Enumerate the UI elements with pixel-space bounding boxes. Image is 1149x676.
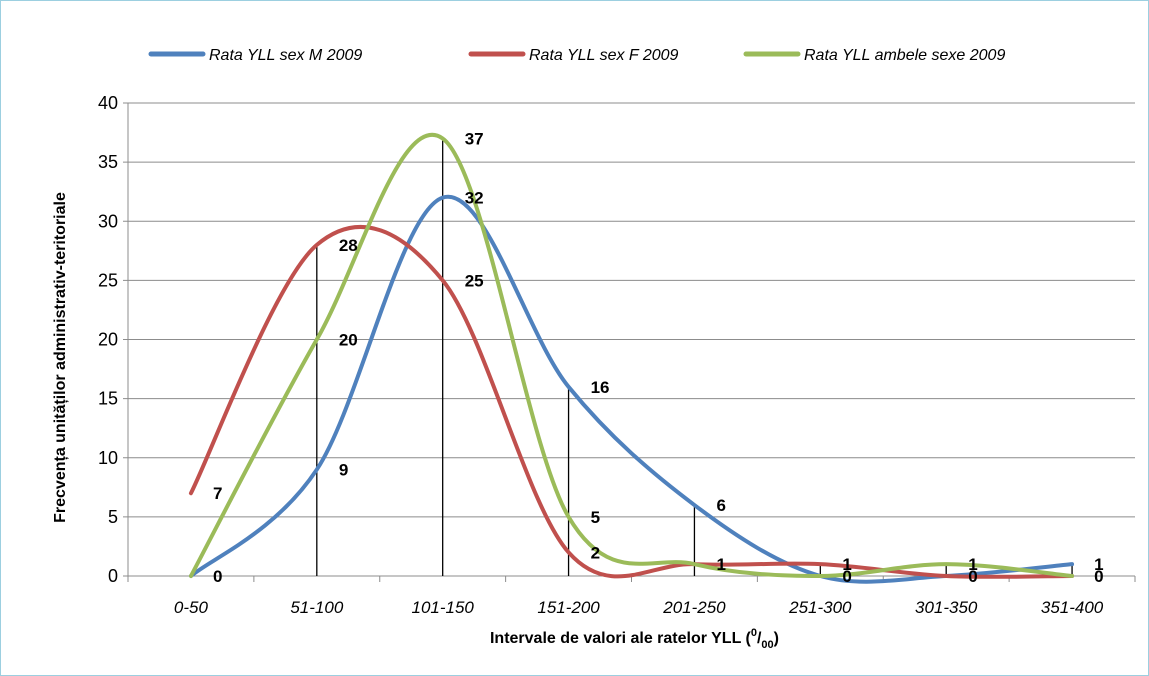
y-tick-label-25: 25 xyxy=(98,270,118,290)
data-label-151-200-2-8: 2 xyxy=(591,543,600,562)
x-axis-title-sub: 00 xyxy=(761,639,773,651)
y-tick-label-40: 40 xyxy=(98,93,118,113)
x-axis-title-close: ) xyxy=(774,630,779,647)
data-label-351-400-0-17: 0 xyxy=(1094,567,1103,586)
data-label-301-350-0-15: 0 xyxy=(968,567,977,586)
y-tick-label-30: 30 xyxy=(98,211,118,231)
data-label-0-50-0-0: 0 xyxy=(213,567,222,586)
data-label-251-300-0-13: 0 xyxy=(842,567,851,586)
series-line-3 xyxy=(188,133,1075,578)
series-line-1 xyxy=(188,194,1075,584)
data-label-301-350-1-16: 1 xyxy=(968,555,977,574)
x-tick-label-0-50: 0-50 xyxy=(174,598,209,617)
x-tick-label-301-350: 301-350 xyxy=(915,598,978,617)
x-tick-label-251-300: 251-300 xyxy=(788,598,852,617)
y-tick-label-20: 20 xyxy=(98,330,118,350)
data-label-201-250-6-12: 6 xyxy=(716,496,725,515)
y-tick-label-35: 35 xyxy=(98,152,118,172)
x-axis-title: Intervale de valori ale ratelor YLL (0/0… xyxy=(490,627,779,651)
y-axis-title: Frecvența unităților administrativ-terit… xyxy=(52,192,69,523)
x-axis-title-sup: 0 xyxy=(751,627,757,639)
data-label-201-250-1-11: 1 xyxy=(716,555,725,574)
y-tick-label-15: 15 xyxy=(98,389,118,409)
x-axis-title-slash: / xyxy=(757,630,762,647)
y-tick-label-0: 0 xyxy=(108,566,118,586)
x-tick-label-351-400: 351-400 xyxy=(1041,598,1104,617)
y-tick-label-10: 10 xyxy=(98,448,118,468)
data-label-101-150-25-5: 25 xyxy=(465,271,484,290)
data-label-51-100-20-3: 20 xyxy=(339,331,358,350)
series-lines xyxy=(188,133,1075,584)
data-label-151-200-16-10: 16 xyxy=(591,378,610,397)
series-line-2 xyxy=(188,225,1075,579)
gridlines xyxy=(128,102,1135,518)
data-label-251-300-1-14: 1 xyxy=(842,555,851,574)
data-label-101-150-32-6: 32 xyxy=(465,189,484,208)
legend-label-3: Rata YLL ambele sexe 2009 xyxy=(804,47,1005,64)
legend: Rata YLL sex M 2009 Rata YLL sex F 2009 Ra… xyxy=(148,47,1005,64)
x-tick-label-101-150: 101-150 xyxy=(411,598,474,617)
data-label-0-50-7-1: 7 xyxy=(213,484,222,503)
legend-label-2: Rata YLL sex F 2009 xyxy=(529,47,679,64)
legend-label-1: Rata YLL sex M 2009 xyxy=(209,47,362,64)
data-label-51-100-9-2: 9 xyxy=(339,461,348,480)
data-label-101-150-37-7: 37 xyxy=(465,129,484,148)
x-tick-label-151-200: 151-200 xyxy=(537,598,600,617)
x-tick-label-201-250: 201-250 xyxy=(662,598,726,617)
data-label-151-200-5-9: 5 xyxy=(591,508,600,527)
x-axis-title-text: Intervale de valori ale ratelor YLL ( xyxy=(490,630,752,647)
data-label-351-400-1-18: 1 xyxy=(1094,555,1103,574)
x-tick-label-51-100: 51-100 xyxy=(290,598,343,617)
data-label-51-100-28-4: 28 xyxy=(339,236,358,255)
y-tick-label-5: 5 xyxy=(108,507,118,527)
